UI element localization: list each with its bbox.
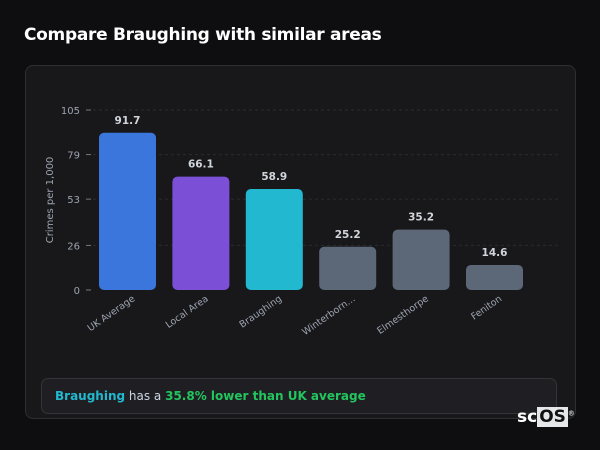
y-tick-label: 53 bbox=[67, 195, 80, 206]
y-tick-label: 105 bbox=[61, 106, 80, 117]
comparison-summary: Braughing has a 35.8% lower than UK aver… bbox=[41, 378, 557, 414]
summary-text: has a bbox=[125, 389, 166, 403]
summary-area: Braughing bbox=[55, 389, 126, 403]
data-label: 91.7 bbox=[115, 115, 141, 127]
bar-local-area bbox=[172, 176, 230, 290]
bar-elmesthorpe bbox=[392, 229, 450, 290]
y-tick-label: 0 bbox=[74, 286, 80, 297]
page-title: Compare Braughing with similar areas bbox=[24, 25, 382, 45]
data-label: 14.6 bbox=[482, 247, 508, 259]
y-tick-label: 79 bbox=[67, 151, 80, 162]
y-tick-label: 26 bbox=[67, 241, 80, 252]
bar-feniton bbox=[466, 264, 523, 290]
x-tick-label: Braughing bbox=[238, 293, 284, 330]
bar-uk-average bbox=[99, 132, 156, 290]
x-tick-label: Elmesthorpe bbox=[375, 293, 431, 337]
summary-comparison: 35.8% lower than UK average bbox=[165, 389, 366, 403]
bar-winterborn- bbox=[319, 246, 377, 290]
x-tick-label: Winterborn... bbox=[300, 293, 357, 338]
data-label: 58.9 bbox=[261, 171, 287, 183]
x-tick-label: Feniton bbox=[469, 293, 504, 322]
data-label: 25.2 bbox=[335, 229, 361, 241]
y-axis-label: Crimes per 1,000 bbox=[45, 157, 56, 244]
x-tick-label: UK Average bbox=[86, 293, 138, 334]
data-label: 35.2 bbox=[408, 212, 434, 224]
bar-braughing bbox=[245, 189, 303, 290]
data-label: 66.1 bbox=[188, 159, 214, 171]
scos-logo: sc OS ® bbox=[517, 407, 575, 427]
x-tick-label: Local Area bbox=[164, 293, 211, 330]
